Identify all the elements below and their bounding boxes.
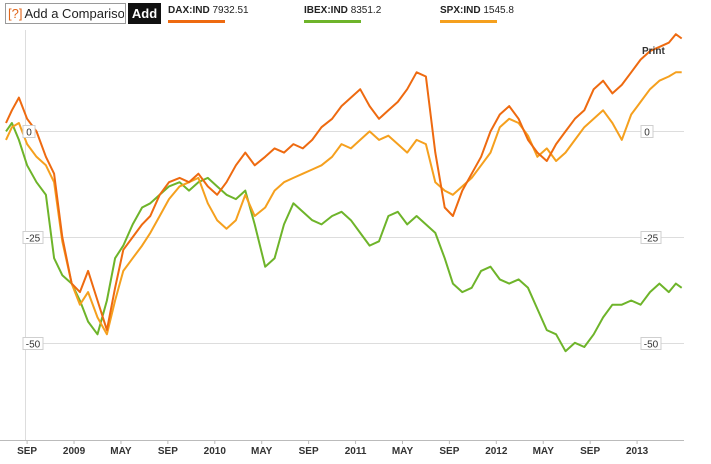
print-link[interactable]: Print: [642, 46, 665, 57]
legend-swatch: [168, 20, 225, 23]
series-line-dax: [5, 33, 683, 332]
x-tick-label: SEP: [580, 446, 600, 457]
legend-swatch: [304, 20, 361, 23]
y-tick-box-left: [22, 231, 44, 244]
y-tick-label-right: -50: [644, 340, 659, 351]
x-axis-ticks: SEP 2009 MAY SEP 2010 MAY SEP 2011 MAY SEP 2012 MAY…: [17, 440, 649, 457]
x-tick-label: 2013: [626, 446, 649, 457]
series-line-ibex: [5, 122, 683, 353]
series-line-spx: [5, 71, 682, 336]
y-tick-box-left: [22, 125, 36, 138]
add-comparison-input[interactable]: [24, 6, 125, 21]
grid: [0, 30, 684, 441]
legend-swatch: [440, 20, 497, 23]
x-tick-label: 2009: [63, 446, 86, 457]
comparison-line-chart: 0 0 -25 -25 -50 -50 SEP 2009 MAY SEP 2010 MAY SEP 20…: [0, 30, 684, 457]
y-tick-box-left: [22, 337, 44, 350]
x-tick-label: SEP: [158, 446, 178, 457]
x-tick-label: 2011: [345, 446, 367, 457]
series-lines: [5, 33, 683, 353]
x-tick-label: SEP: [17, 446, 37, 457]
x-tick-label: MAY: [533, 446, 555, 457]
x-tick-label: SEP: [439, 446, 459, 457]
legend-item-spx: SPX:IND 1545.8: [440, 5, 514, 23]
legend-item-ibex: IBEX:IND 8351.2: [304, 5, 382, 23]
legend-value: 7932.51: [212, 5, 249, 16]
x-tick-label: MAY: [251, 446, 273, 457]
y-axis-ticks: 0 0 -25 -25 -50 -50: [22, 125, 662, 351]
legend-item-dax: DAX:IND 7932.51: [168, 5, 249, 23]
comparison-box: [?]: [5, 3, 126, 24]
x-tick-label: MAY: [392, 446, 414, 457]
legend-symbol: IBEX:IND: [304, 5, 348, 16]
x-tick-label: 2012: [485, 446, 508, 457]
y-tick-label-left: -50: [26, 340, 41, 351]
y-tick-box-right: [640, 337, 662, 350]
legend-symbol: DAX:IND: [168, 5, 210, 16]
y-tick-label-left: 0: [26, 128, 32, 139]
toolbar: [?] Add DAX:IND 7932.51 IBEX:IND 8351.2 …: [0, 0, 711, 30]
legend-value: 8351.2: [350, 5, 382, 16]
x-tick-label: SEP: [299, 446, 319, 457]
y-tick-label-right: 0: [644, 128, 650, 139]
help-icon[interactable]: [?]: [8, 6, 23, 21]
y-tick-label-left: -25: [26, 234, 41, 245]
legend-symbol: SPX:IND: [440, 5, 481, 16]
y-tick-label-right: -25: [644, 234, 659, 245]
legend-value: 1545.8: [483, 5, 514, 16]
add-button[interactable]: Add: [128, 3, 161, 24]
x-tick-label: MAY: [110, 446, 132, 457]
x-tick-label: 2010: [204, 446, 227, 457]
y-tick-box-right: [640, 125, 654, 138]
y-tick-box-right: [640, 231, 662, 244]
